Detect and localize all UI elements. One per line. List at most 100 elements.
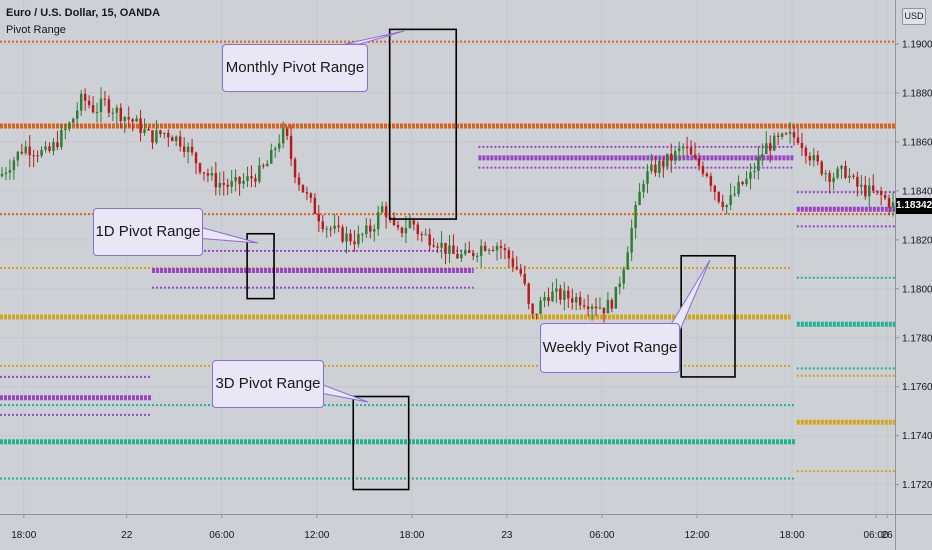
- candle-body: [234, 176, 237, 182]
- candle-body: [757, 157, 760, 171]
- candle-body: [654, 164, 657, 173]
- candle-body: [12, 160, 16, 171]
- candle-body: [828, 173, 831, 182]
- y-axis-ticks: 1.17200 1.17400 1.17600 1.17800 1.18000 1.182…: [895, 40, 932, 491]
- candle-body: [321, 221, 324, 230]
- currency-badge[interactable]: USD: [902, 8, 926, 25]
- candle-body: [309, 193, 313, 198]
- candle-body: [345, 233, 348, 242]
- candle-body: [60, 129, 63, 148]
- y-tick-label: 1.18800: [902, 89, 932, 100]
- candle-body: [844, 165, 847, 178]
- candle-body: [305, 192, 309, 194]
- y-tick-label: 1.18000: [902, 284, 932, 295]
- candle-body: [380, 206, 384, 213]
- candle-body: [313, 197, 317, 214]
- candle-body: [535, 313, 538, 315]
- candle-body: [879, 190, 883, 195]
- candle-body: [551, 291, 554, 302]
- candle-body: [250, 176, 253, 179]
- candle-body: [852, 175, 855, 177]
- candle-body: [28, 146, 31, 156]
- study-label: Pivot Range: [6, 24, 66, 36]
- candle-body: [416, 224, 420, 235]
- candle-body: [40, 149, 43, 156]
- candle-body: [646, 171, 649, 184]
- candle-body: [333, 225, 336, 229]
- candle-body: [68, 122, 71, 129]
- candle-body: [788, 131, 792, 134]
- candle-body: [452, 245, 455, 254]
- candle-body: [681, 147, 685, 149]
- candle-body: [594, 306, 598, 309]
- candle-body: [139, 118, 142, 133]
- candle-body: [891, 202, 895, 208]
- candle-body: [784, 133, 788, 135]
- candle-body: [436, 246, 439, 248]
- candle-body: [119, 107, 123, 122]
- candle-body: [87, 100, 91, 106]
- candle-body: [266, 163, 269, 167]
- callout-1d-pivot-range: 1D Pivot Range: [93, 208, 203, 256]
- candle-body: [432, 245, 435, 247]
- candle-body: [400, 227, 404, 234]
- candle-body: [836, 168, 839, 178]
- candle-body: [804, 147, 808, 156]
- candle-body: [297, 177, 301, 185]
- candle-body: [341, 227, 344, 242]
- candle-body: [495, 246, 499, 251]
- candle-body: [697, 158, 701, 166]
- y-tick-label: 1.18600: [902, 137, 932, 148]
- candle-body: [626, 252, 629, 270]
- candle-body: [206, 173, 210, 176]
- candle-body: [131, 119, 134, 122]
- candle-body: [428, 234, 431, 246]
- candle-body: [36, 155, 39, 157]
- candle-body: [392, 217, 396, 226]
- candle-body: [622, 269, 625, 284]
- candle-body: [464, 250, 467, 255]
- candle-body: [479, 245, 483, 256]
- candle-body: [163, 132, 166, 135]
- y-tick-label: 1.18400: [902, 186, 932, 197]
- candle-body: [507, 250, 511, 259]
- candle-body: [606, 300, 610, 314]
- candle-body: [444, 242, 447, 254]
- candle-body: [408, 220, 412, 229]
- candle-body: [147, 129, 150, 131]
- candle-body: [281, 128, 285, 144]
- candle-body: [887, 198, 891, 208]
- y-tick-label: 1.17400: [902, 431, 932, 442]
- candle-body: [689, 147, 693, 155]
- candle-body: [567, 290, 570, 299]
- candle-body: [285, 128, 289, 136]
- candle-body: [226, 184, 229, 187]
- candle-body: [384, 206, 388, 218]
- candle-body: [127, 117, 130, 120]
- x-tick-label: 26: [882, 530, 894, 541]
- candle-body: [361, 234, 364, 236]
- candle-body: [848, 175, 851, 178]
- candle-body: [749, 172, 752, 179]
- candle-body: [717, 192, 720, 202]
- candle-body: [559, 288, 562, 300]
- candle-body: [820, 161, 823, 175]
- current-price-label: 1.18342: [896, 198, 932, 214]
- candle-body: [685, 147, 689, 149]
- candle-body: [159, 130, 162, 135]
- candle-body: [32, 155, 35, 157]
- candle-body: [107, 99, 111, 113]
- candle-body: [277, 143, 281, 149]
- x-tick-label: 18:00: [11, 530, 36, 541]
- candle-body: [210, 173, 214, 176]
- candle-body: [650, 164, 653, 172]
- candle-body: [254, 178, 257, 182]
- candle-body: [238, 176, 241, 184]
- candle-body: [175, 136, 178, 142]
- monthly-range-box: [388, 28, 458, 220]
- candle-body: [840, 165, 843, 169]
- candle-body: [155, 130, 158, 143]
- candle-body: [329, 228, 332, 230]
- candle-body: [634, 205, 637, 229]
